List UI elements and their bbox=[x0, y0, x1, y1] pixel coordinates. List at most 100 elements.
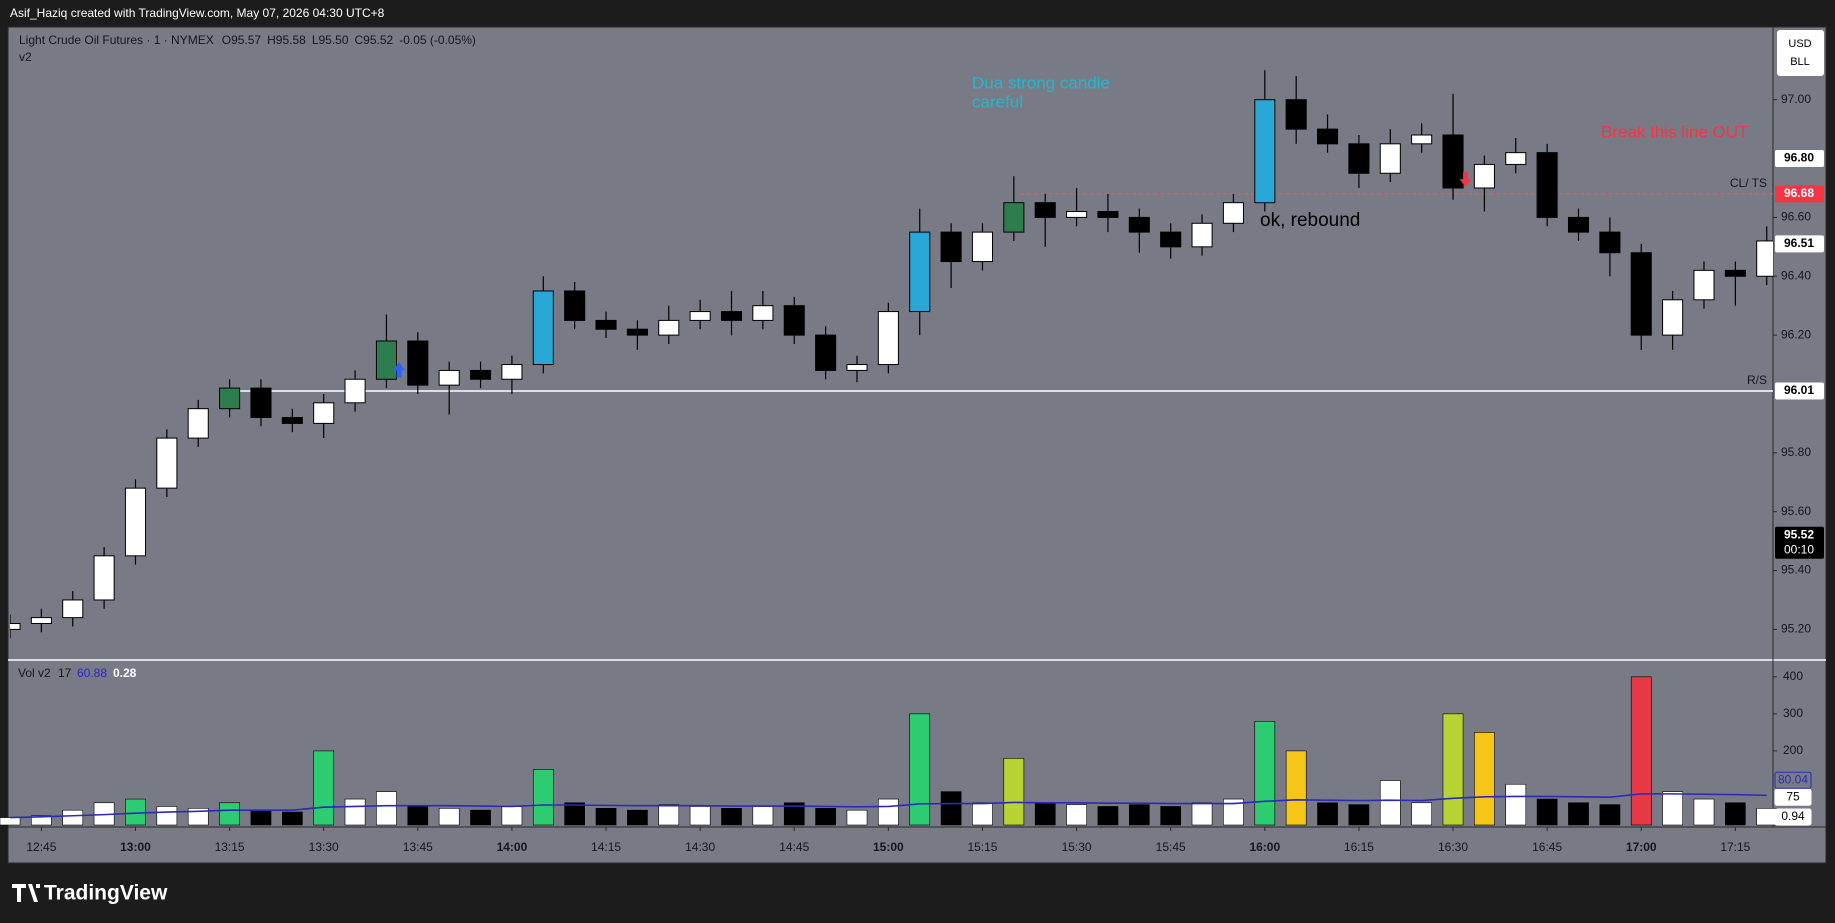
x-tick-label: 14:45 bbox=[779, 840, 809, 854]
volume-bar bbox=[1160, 806, 1182, 826]
volume-bar bbox=[1411, 802, 1432, 826]
candle-body bbox=[30, 617, 52, 625]
volume-bar bbox=[1725, 802, 1746, 826]
countdown: 00:10 bbox=[1784, 542, 1814, 556]
y-tick-label: 95.60 bbox=[1781, 504, 1811, 518]
price-label: 96.01 bbox=[1784, 383, 1814, 397]
volume-tick-label: 400 bbox=[1783, 669, 1803, 683]
candle-body bbox=[1222, 202, 1244, 224]
candle-body bbox=[1379, 143, 1401, 174]
candle-body bbox=[689, 311, 711, 321]
volume-bar bbox=[407, 806, 429, 826]
price-pane bbox=[10, 70, 1773, 639]
watermark: Asif_Haziq created with TradingView.com,… bbox=[10, 6, 385, 20]
volume-label: 80.04 bbox=[1778, 772, 1808, 786]
x-tick-label: 16:30 bbox=[1438, 840, 1468, 854]
volume-bar bbox=[658, 804, 680, 826]
candle-body bbox=[313, 402, 335, 424]
volume-bar bbox=[1756, 808, 1778, 826]
candle-body bbox=[815, 334, 837, 371]
volume-tick-label: 200 bbox=[1783, 743, 1803, 757]
currency-box[interactable] bbox=[1777, 30, 1824, 76]
volume-bar bbox=[125, 798, 146, 826]
volume-bar bbox=[1474, 732, 1495, 826]
volume-bar bbox=[31, 815, 52, 826]
volume-bar bbox=[1128, 804, 1150, 826]
candle-body bbox=[1191, 222, 1213, 248]
candle-body bbox=[1254, 99, 1276, 204]
candle-body bbox=[940, 231, 962, 263]
candle-body bbox=[783, 305, 805, 336]
volume-bar bbox=[1348, 804, 1370, 826]
candle-body bbox=[10, 623, 21, 630]
x-tick-label: 17:15 bbox=[1720, 840, 1750, 854]
volume-bar bbox=[281, 811, 303, 826]
volume-title: Vol v2 bbox=[18, 666, 51, 680]
candle-body bbox=[1567, 216, 1590, 233]
candle-body bbox=[1128, 216, 1150, 233]
candle-body bbox=[470, 369, 492, 380]
candle-body bbox=[1348, 143, 1370, 174]
price-label-box bbox=[1775, 526, 1824, 559]
candle-body bbox=[407, 340, 429, 386]
brand-logo bbox=[12, 884, 40, 902]
candle-body bbox=[156, 437, 178, 489]
signal-arrow bbox=[1459, 172, 1472, 188]
ohlc-value: O95.57 bbox=[222, 33, 262, 47]
y-tick-label: 95.20 bbox=[1781, 622, 1811, 636]
volume-bar bbox=[0, 817, 21, 826]
candle-body bbox=[375, 340, 397, 380]
volume-bar bbox=[564, 802, 586, 826]
x-tick-label: 13:45 bbox=[403, 840, 433, 854]
annotation: Break this line OUT bbox=[1601, 122, 1748, 141]
candle-body bbox=[1066, 211, 1088, 218]
volume-bar bbox=[532, 769, 554, 826]
price-label-box bbox=[1775, 150, 1824, 168]
ohlc-value: H95.58 bbox=[267, 33, 306, 47]
annotation: ok, rebound bbox=[1260, 210, 1360, 231]
x-tick-label: 13:00 bbox=[120, 840, 151, 854]
x-tick-label: 15:00 bbox=[873, 840, 904, 854]
volume-bar bbox=[815, 808, 836, 826]
volume-bar bbox=[1191, 802, 1213, 826]
candle-body bbox=[1034, 202, 1056, 218]
volume-last: 0.28 bbox=[113, 666, 137, 680]
volume-bar bbox=[313, 750, 335, 826]
chart-title: Light Crude Oil Futures · 1 · NYMEX bbox=[19, 33, 214, 47]
x-tick-label: 16:15 bbox=[1344, 840, 1374, 854]
candle-body bbox=[1160, 231, 1182, 248]
signal-arrow bbox=[392, 362, 405, 378]
candle-body bbox=[93, 555, 115, 601]
volume-bar bbox=[1505, 783, 1527, 826]
candle-body bbox=[1630, 252, 1652, 336]
candle-body bbox=[720, 311, 743, 321]
volume-tick-label: 300 bbox=[1783, 706, 1803, 720]
candle-body bbox=[1724, 269, 1746, 277]
candle-body bbox=[626, 328, 648, 336]
candle-body bbox=[877, 311, 899, 366]
x-tick-label: 16:45 bbox=[1532, 840, 1562, 854]
currency: USD bbox=[1788, 38, 1811, 50]
price-label: 96.51 bbox=[1784, 236, 1814, 250]
y-tick-label: 97.00 bbox=[1781, 92, 1811, 106]
volume-bar bbox=[250, 809, 272, 826]
subtitle: v2 bbox=[19, 50, 32, 64]
candle-body bbox=[564, 290, 586, 321]
candle-body bbox=[124, 487, 147, 557]
volume-bar bbox=[1223, 798, 1244, 826]
candle-body bbox=[1285, 99, 1307, 130]
currency-unit: BLL bbox=[1790, 56, 1810, 68]
x-tick-label: 16:00 bbox=[1249, 840, 1280, 854]
volume-label: 0.94 bbox=[1781, 809, 1805, 823]
volume-bar bbox=[940, 791, 962, 826]
volume-bar bbox=[721, 808, 742, 826]
y-tick-label: 96.40 bbox=[1781, 268, 1811, 282]
x-tick-label: 15:15 bbox=[967, 840, 997, 854]
y-tick-label: 96.20 bbox=[1781, 327, 1811, 341]
x-tick-label: 13:30 bbox=[309, 840, 339, 854]
candle-body bbox=[250, 387, 272, 419]
volume-label-box bbox=[1774, 808, 1812, 826]
volume-length: 17 bbox=[58, 666, 72, 680]
volume-bar bbox=[156, 806, 178, 826]
